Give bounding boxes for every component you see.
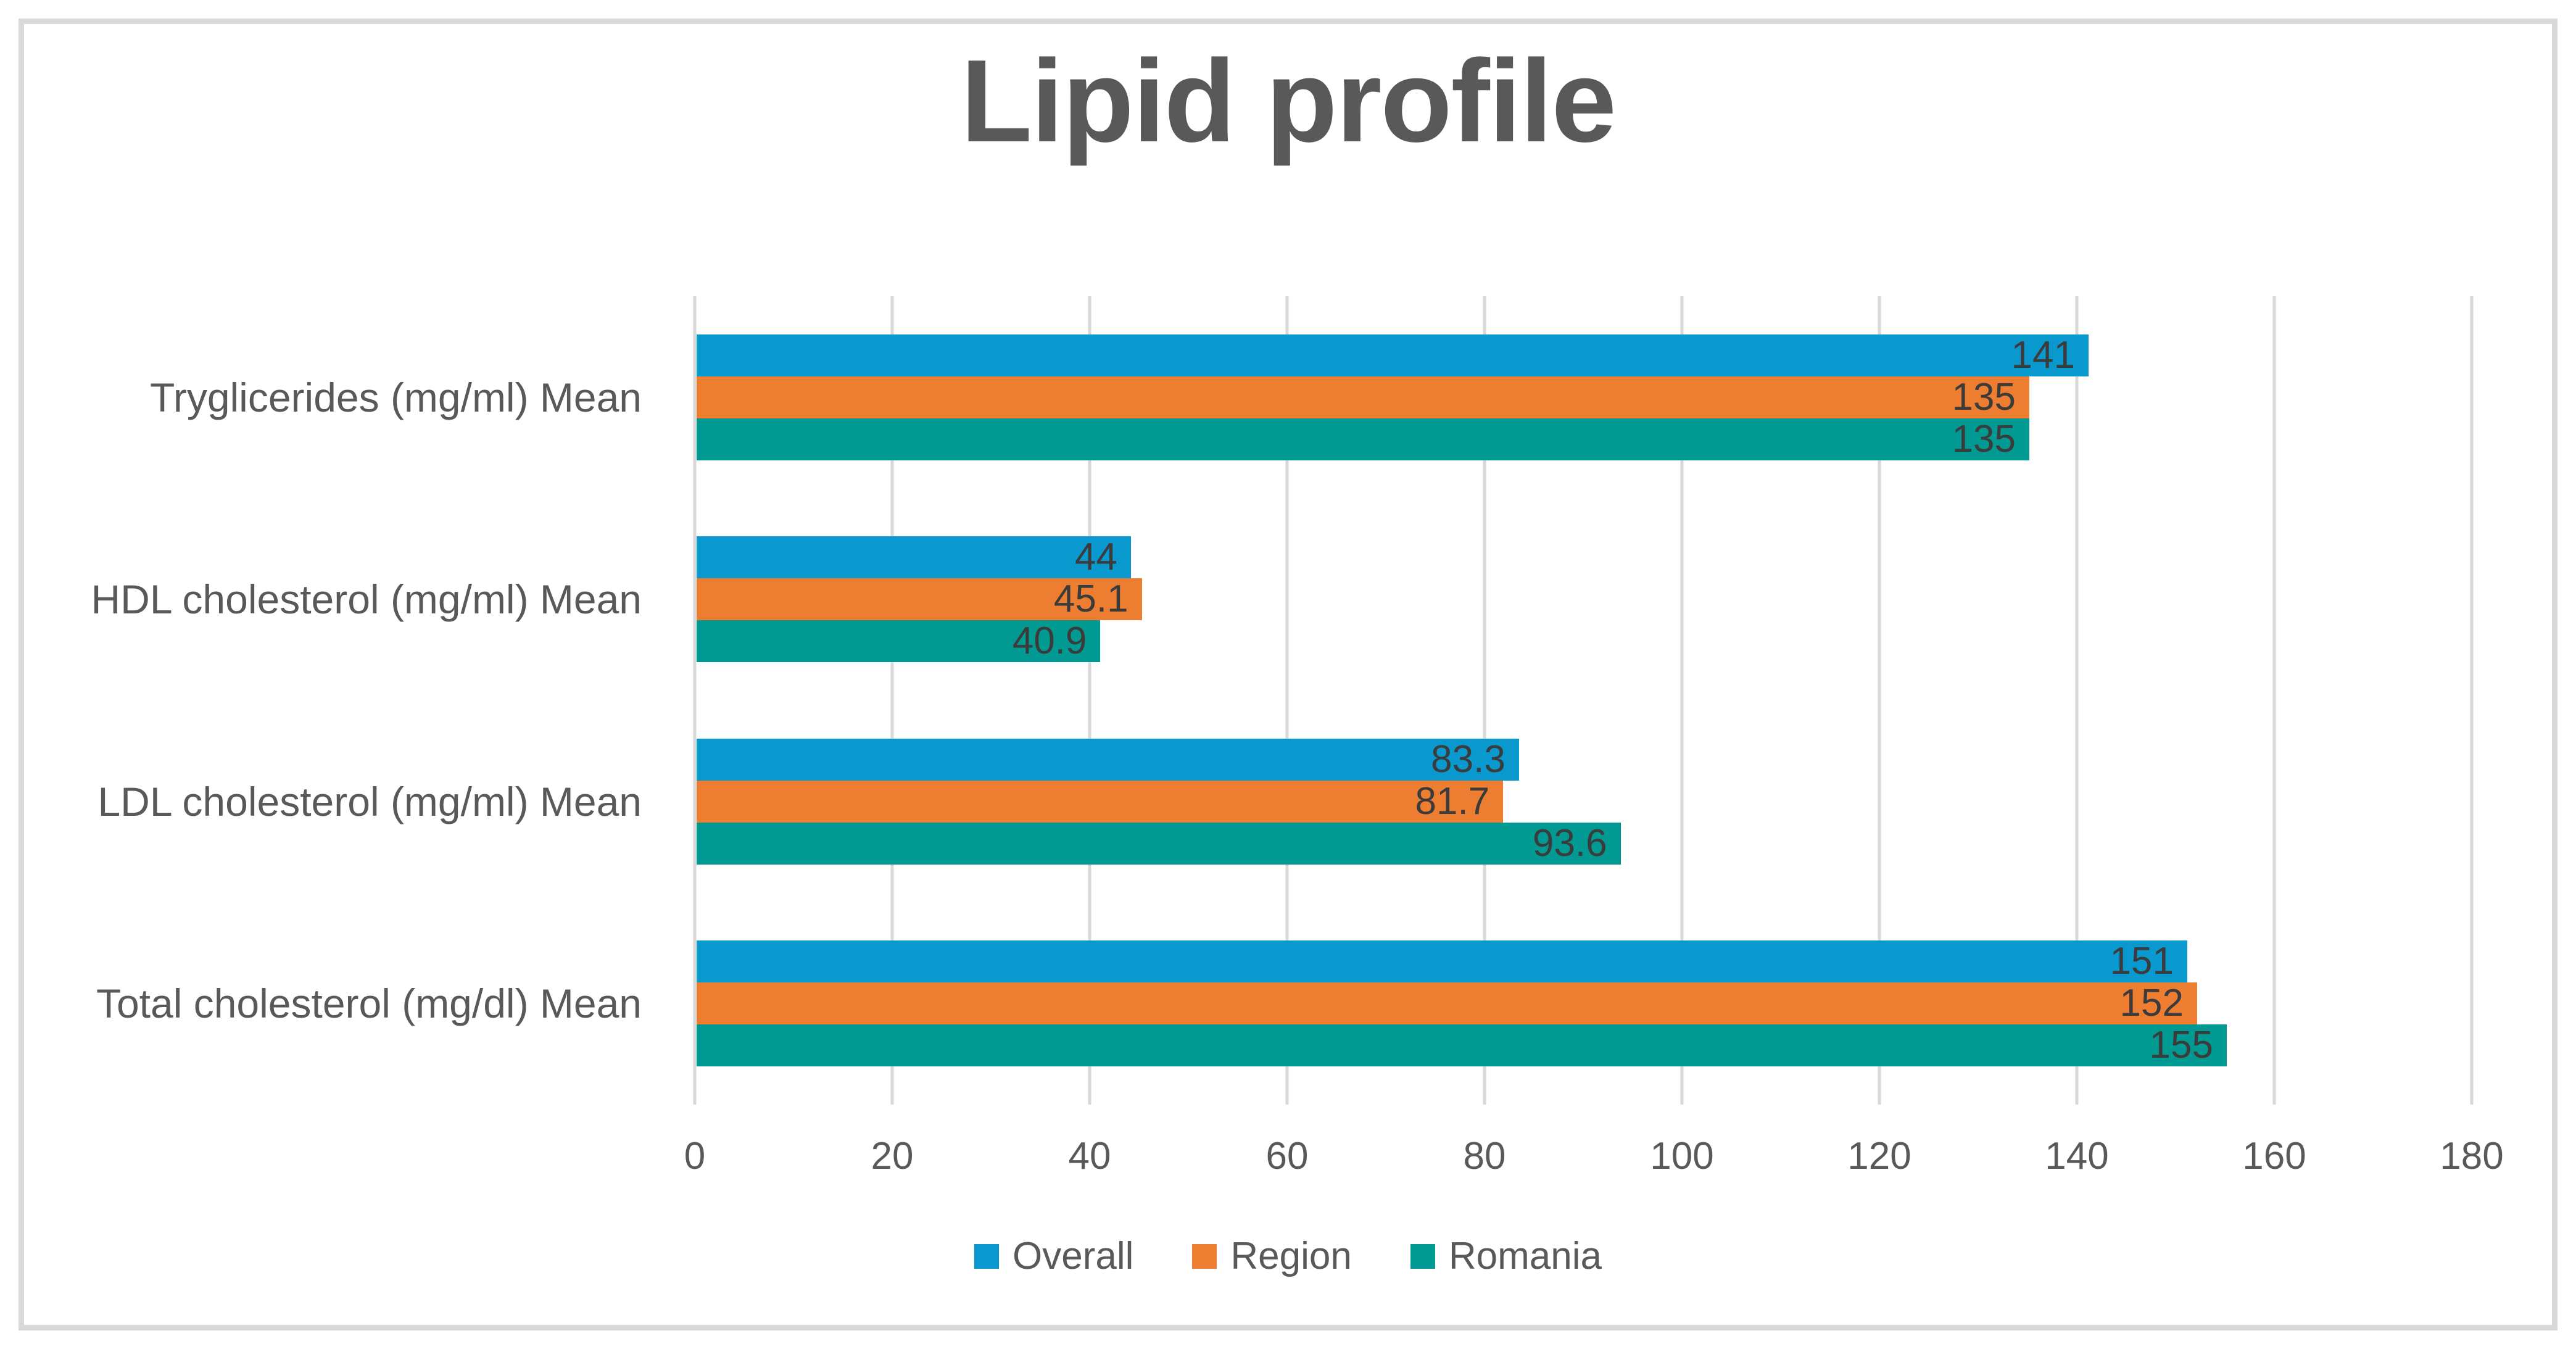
gridline-180	[2470, 296, 2474, 1105]
bar-value-label: 83.3	[1431, 737, 1505, 781]
gridline-20	[890, 296, 894, 1105]
x-tick-label-140: 140	[2045, 1135, 2109, 1177]
bar-overall-3: 151	[697, 940, 2187, 983]
bar-value-label: 44	[1075, 536, 1117, 579]
bar-romania-0: 135	[697, 418, 2029, 460]
legend-marker-icon	[974, 1243, 999, 1269]
bar-romania-3: 155	[697, 1024, 2227, 1067]
bar-overall-1: 44	[697, 536, 1131, 579]
bar-value-label: 45.1	[1053, 578, 1129, 621]
bar-romania-1: 40.9	[697, 620, 1101, 663]
legend-marker-icon	[1410, 1243, 1435, 1269]
bar-value-label: 93.6	[1532, 821, 1607, 865]
bar-value-label: 135	[1952, 375, 2016, 418]
bar-value-label: 81.7	[1415, 779, 1490, 823]
legend: Overall Region Romania	[0, 1234, 2576, 1278]
x-tick-label-160: 160	[2242, 1135, 2306, 1177]
gridline-60	[1285, 296, 1289, 1105]
x-tick-label-80: 80	[1463, 1135, 1506, 1177]
bar-overall-2: 83.3	[697, 737, 1519, 781]
x-tick-label-60: 60	[1265, 1135, 1309, 1177]
x-tick-label-40: 40	[1068, 1135, 1111, 1177]
bar-value-label: 141	[2011, 333, 2075, 376]
x-tick-label-100: 100	[1650, 1135, 1714, 1177]
gridline-140	[2075, 296, 2079, 1105]
category-label-2: LDL cholesterol (mg/ml) Mean	[97, 778, 642, 824]
legend-item-romania: Romania	[1410, 1234, 1602, 1278]
gridline-80	[1483, 296, 1486, 1105]
legend-label: Romania	[1448, 1235, 1602, 1277]
bar-region-3: 152	[697, 982, 2197, 1025]
bar-region-1: 45.1	[697, 578, 1142, 621]
gridline-120	[1878, 296, 1881, 1105]
bar-overall-0: 141	[697, 334, 2089, 376]
x-tick-label-20: 20	[871, 1135, 914, 1177]
gridline-0	[693, 296, 697, 1105]
legend-item-overall: Overall	[974, 1234, 1133, 1278]
bar-value-label: 40.9	[1012, 620, 1087, 663]
bar-region-2: 81.7	[697, 779, 1504, 823]
legend-label: Overall	[1013, 1235, 1134, 1277]
x-tick-label-120: 120	[1847, 1135, 1911, 1177]
legend-label: Region	[1230, 1235, 1352, 1277]
bar-value-label: 151	[2110, 940, 2174, 983]
category-label-1: HDL cholesterol (mg/ml) Mean	[91, 576, 642, 623]
bar-value-label: 152	[2119, 982, 2184, 1025]
legend-item-region: Region	[1192, 1234, 1352, 1278]
bar-romania-2: 93.6	[697, 821, 1621, 865]
gridline-160	[2272, 296, 2276, 1105]
category-label-3: Total cholesterol (mg/dl) Mean	[96, 981, 642, 1027]
gridline-100	[1680, 296, 1684, 1105]
chart-title: Lipid profile	[960, 36, 1617, 167]
bar-value-label: 155	[2149, 1024, 2213, 1067]
x-tick-label-180: 180	[2440, 1135, 2504, 1177]
legend-marker-icon	[1192, 1243, 1217, 1269]
category-label-0: Tryglicerides (mg/ml) Mean	[149, 374, 642, 420]
x-tick-label-0: 0	[684, 1135, 706, 1177]
bar-value-label: 135	[1952, 417, 2016, 460]
plot-area: 141 135 135 44 45.1 40.9 83.3 81.7 93.6 151 152 155	[693, 296, 2474, 1105]
bar-region-0: 135	[697, 376, 2029, 418]
gridline-40	[1088, 296, 1091, 1105]
